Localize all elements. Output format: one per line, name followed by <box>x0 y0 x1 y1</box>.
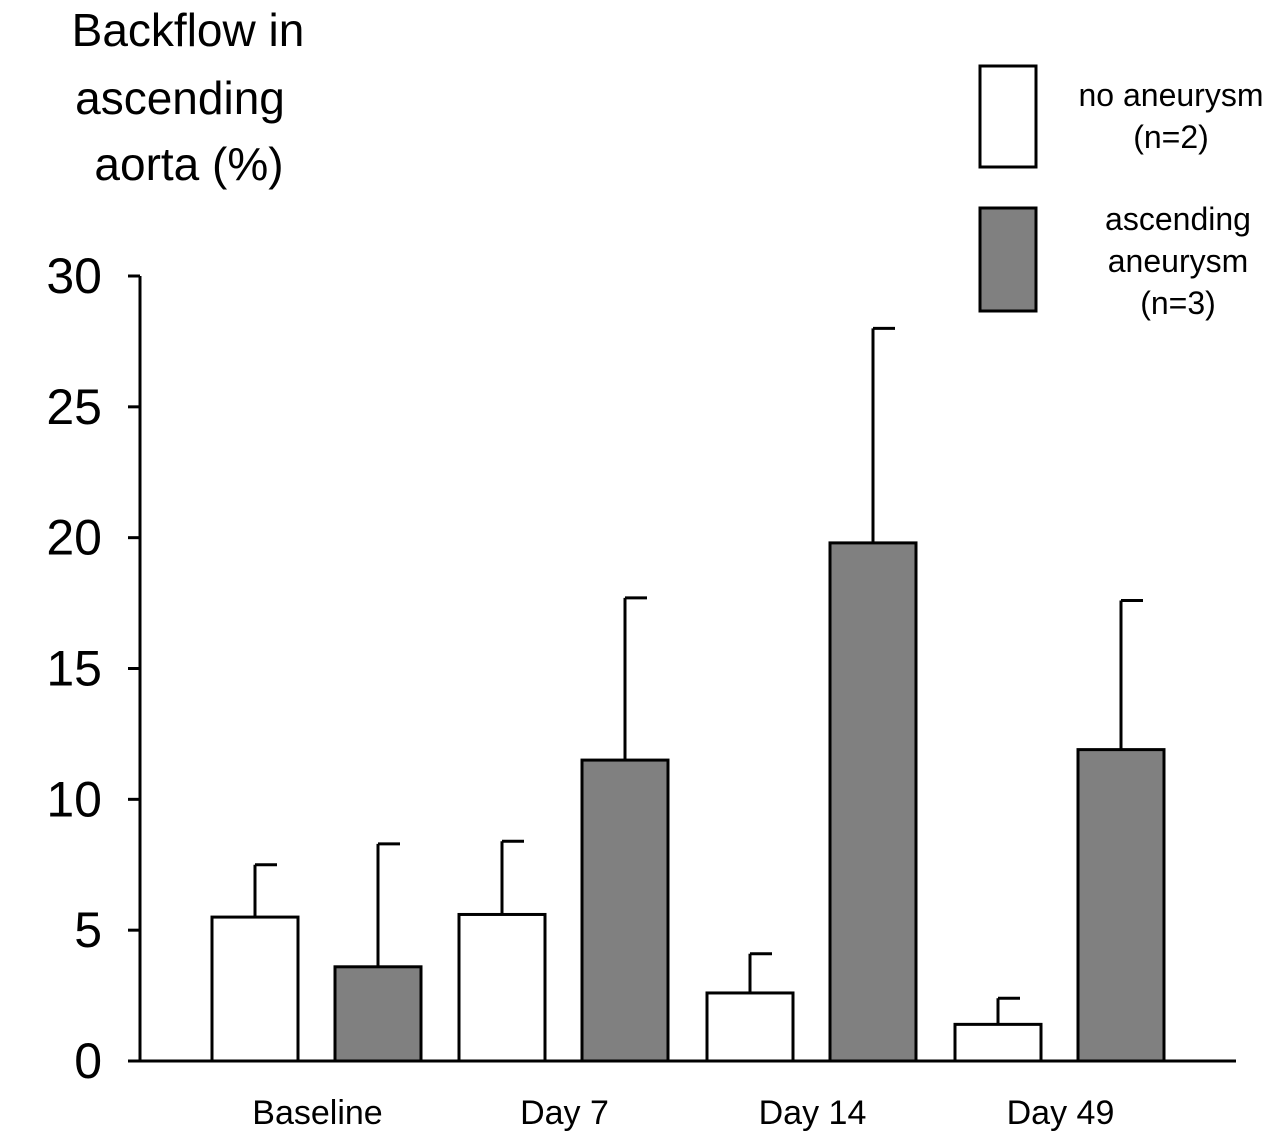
y-tick-label: 25 <box>46 379 102 435</box>
legend-swatch-no-aneurysm <box>978 64 1038 169</box>
y-axis-title-line-1: Backflow in <box>72 4 305 56</box>
legend-label-ascending-aneurysm-line-2: aneurysm <box>1108 243 1249 279</box>
bar <box>705 991 795 1063</box>
plot-area: 0 5 10 15 20 25 30 Baseline Day 7 Day 14 Day 49 <box>46 248 1236 1132</box>
y-axis-title-line-3: aorta (%) <box>94 138 283 190</box>
x-tick-label: Day 14 <box>759 1094 867 1132</box>
legend-swatch-ascending-aneurysm <box>978 206 1038 313</box>
y-axis-title-line-2: ascending <box>75 72 285 124</box>
legend: no aneurysm (n=2) ascending aneurysm (n=… <box>978 64 1264 321</box>
y-tick-label: 0 <box>74 1033 102 1089</box>
y-tick-label: 30 <box>46 248 102 304</box>
y-tick-label: 5 <box>74 902 102 958</box>
bar <box>333 965 423 1063</box>
legend-label-no-aneurysm-line-1: no aneurysm <box>1079 77 1264 113</box>
y-tick-label: 20 <box>46 510 102 566</box>
legend-label-no-aneurysm-line-2: (n=2) <box>1133 119 1209 155</box>
bar <box>580 758 670 1063</box>
legend-label-ascending-aneurysm-line-1: ascending <box>1105 201 1251 237</box>
bar <box>1076 748 1166 1063</box>
y-tick-label: 10 <box>46 771 102 827</box>
legend-label-ascending-aneurysm-line-3: (n=3) <box>1140 285 1216 321</box>
bar <box>210 915 300 1063</box>
bar <box>457 912 547 1063</box>
y-tick-label: 15 <box>46 641 102 697</box>
x-tick-label: Baseline <box>252 1094 382 1132</box>
y-axis-title: Backflow in ascending aorta (%) <box>72 4 305 190</box>
bar <box>953 1022 1043 1063</box>
x-tick-label: Day 49 <box>1007 1094 1115 1132</box>
x-tick-label: Day 7 <box>520 1094 609 1132</box>
bar <box>828 541 918 1063</box>
